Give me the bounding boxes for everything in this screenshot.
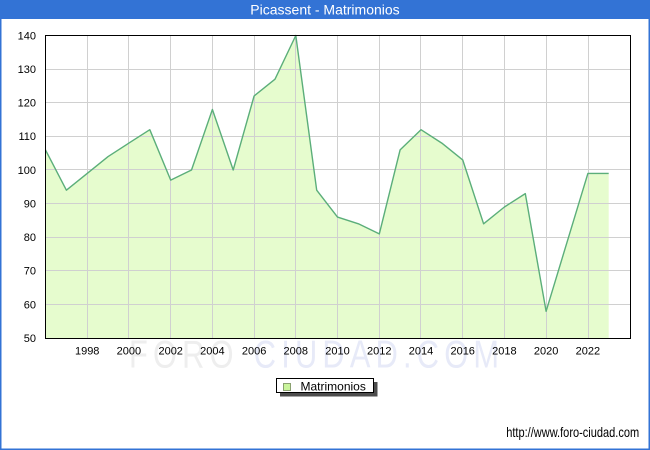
svg-text:2004: 2004 xyxy=(200,346,224,358)
svg-text:2000: 2000 xyxy=(117,346,141,358)
svg-text:2012: 2012 xyxy=(367,346,391,358)
svg-text:2018: 2018 xyxy=(492,346,516,358)
svg-text:2016: 2016 xyxy=(450,346,474,358)
svg-text:Matrimonios: Matrimonios xyxy=(301,379,366,393)
svg-text:60: 60 xyxy=(24,299,36,311)
svg-text:2014: 2014 xyxy=(409,346,433,358)
svg-text:2020: 2020 xyxy=(534,346,558,358)
svg-text:2006: 2006 xyxy=(242,346,266,358)
svg-text:130: 130 xyxy=(18,64,36,76)
svg-text:http://www.foro-ciudad.com: http://www.foro-ciudad.com xyxy=(506,424,639,440)
svg-text:2010: 2010 xyxy=(325,346,349,358)
svg-text:2002: 2002 xyxy=(158,346,182,358)
svg-text:Picassent - Matrimonios: Picassent - Matrimonios xyxy=(250,1,399,17)
svg-text:2008: 2008 xyxy=(284,346,308,358)
svg-text:CIUDAD.COM: CIUDAD.COM xyxy=(254,333,504,376)
svg-text:1998: 1998 xyxy=(75,346,99,358)
svg-text:140: 140 xyxy=(18,30,36,42)
svg-text:120: 120 xyxy=(18,98,36,110)
svg-text:2022: 2022 xyxy=(576,346,600,358)
svg-text:FORO: FORO xyxy=(129,333,239,376)
svg-text:90: 90 xyxy=(24,199,36,211)
svg-text:80: 80 xyxy=(24,232,36,244)
svg-text:70: 70 xyxy=(24,266,36,278)
svg-text:100: 100 xyxy=(18,165,36,177)
svg-text:110: 110 xyxy=(18,131,36,143)
svg-text:50: 50 xyxy=(24,333,36,345)
